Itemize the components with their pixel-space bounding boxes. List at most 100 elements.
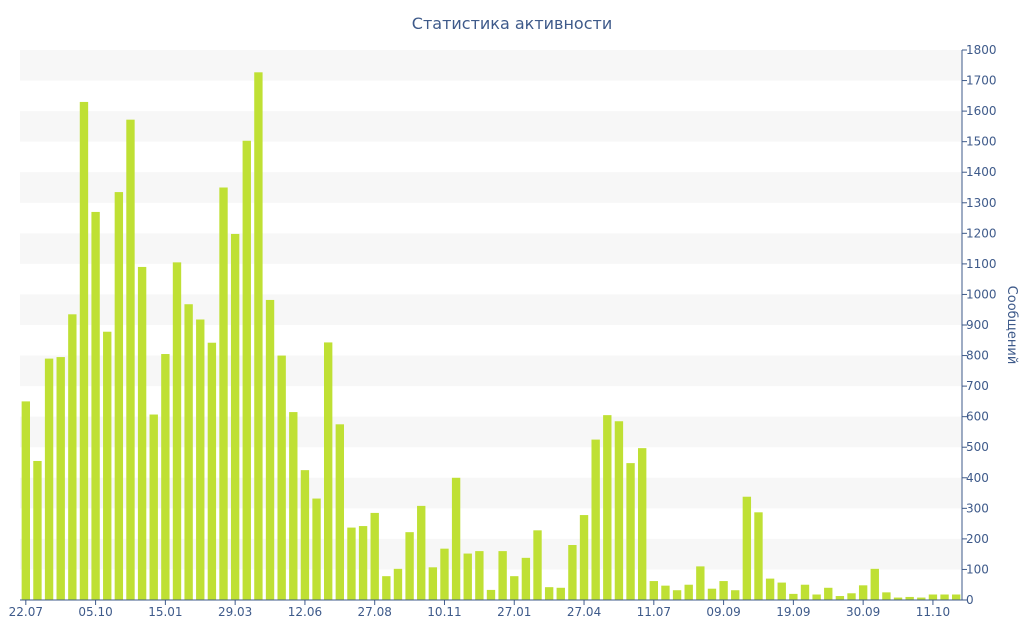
- bar: [137, 266, 147, 600]
- x-tick-labels: 22.07 05.10 15.01 29.03 12.06 27.08 10.11 27.01…: [9, 600, 950, 619]
- y-tick-label: 1300: [966, 196, 997, 210]
- bar: [858, 585, 868, 600]
- bar: [475, 551, 484, 600]
- bar: [265, 299, 275, 600]
- bar: [149, 414, 158, 600]
- x-tick-label: 05.10: [78, 605, 112, 619]
- bar: [544, 587, 554, 600]
- y-tick-label: 400: [966, 471, 989, 485]
- bar: [754, 512, 763, 600]
- y-tick-label: 1400: [966, 165, 997, 179]
- x-tick-label: 27.01: [497, 605, 531, 619]
- bar: [428, 567, 438, 600]
- y-tick-label: 1200: [966, 226, 997, 240]
- bar: [79, 101, 89, 600]
- bar: [917, 597, 926, 600]
- bar: [161, 354, 170, 600]
- y-tick-label: 700: [966, 379, 989, 393]
- bar: [905, 596, 914, 600]
- y-tick-label: 900: [966, 318, 989, 332]
- bar: [289, 412, 298, 600]
- bar: [696, 566, 705, 600]
- bar: [579, 515, 589, 600]
- bar: [824, 587, 833, 600]
- bar: [440, 548, 449, 600]
- bar: [626, 463, 635, 600]
- x-tick-label: 27.08: [358, 605, 392, 619]
- bar: [510, 576, 519, 600]
- bar: [940, 594, 949, 600]
- bar: [230, 233, 240, 600]
- bar: [68, 314, 77, 600]
- x-tick-label: 22.07: [9, 605, 43, 619]
- bar: [312, 498, 321, 600]
- bar: [812, 594, 821, 600]
- x-tick-label: 29.03: [218, 605, 252, 619]
- x-tick-label: 11.07: [637, 605, 671, 619]
- x-tick-label: 10.11: [427, 605, 461, 619]
- bar: [324, 342, 333, 600]
- x-tick-label: 15.01: [148, 605, 182, 619]
- bar: [277, 355, 286, 600]
- bar: [893, 597, 903, 600]
- bar: [451, 477, 461, 600]
- y-tick-label: 1000: [966, 287, 997, 301]
- y-tick-label: 0: [966, 593, 974, 607]
- bar: [672, 590, 682, 600]
- grid-band: [20, 172, 962, 203]
- bar: [882, 592, 891, 600]
- y-tick-label: 100: [966, 562, 989, 576]
- bar: [603, 415, 612, 600]
- bar: [335, 424, 344, 600]
- bar: [952, 594, 961, 600]
- bar: [638, 448, 647, 600]
- y-tick-label: 1100: [966, 257, 997, 271]
- bar: [928, 594, 938, 600]
- bar: [300, 470, 310, 600]
- x-tick-label: 09.09: [706, 605, 740, 619]
- bar: [382, 576, 391, 600]
- bar: [556, 587, 565, 600]
- bar: [370, 512, 379, 600]
- y-tick-labels: 0 100 200 300 400 500 600 700 800 900 1000 1100 1200…: [962, 43, 997, 607]
- y-tick-label: 1600: [966, 104, 997, 118]
- x-tick-label: 30.09: [846, 605, 880, 619]
- chart-title: Статистика активности: [411, 14, 613, 33]
- y-tick-label: 200: [966, 532, 989, 546]
- bar: [777, 582, 786, 600]
- bar: [614, 421, 624, 600]
- bar: [800, 584, 810, 600]
- y-tick-label: 500: [966, 440, 989, 454]
- bar: [21, 401, 30, 600]
- bar: [33, 460, 42, 600]
- bar: [56, 357, 65, 600]
- x-tick-label: 11.10: [916, 605, 950, 619]
- bar: [742, 496, 752, 600]
- bar: [719, 581, 728, 600]
- bar: [870, 568, 879, 600]
- bar: [533, 530, 542, 600]
- bar: [44, 358, 54, 600]
- bar: [789, 593, 798, 600]
- y-tick-label: 1800: [966, 43, 997, 57]
- grid-band: [20, 50, 962, 81]
- grid-band: [20, 111, 962, 142]
- bar: [498, 551, 507, 600]
- x-tick-label: 12.06: [288, 605, 322, 619]
- bar: [405, 532, 414, 600]
- bar: [103, 331, 112, 600]
- bar: [591, 439, 600, 600]
- bar: [417, 505, 426, 600]
- bar: [649, 581, 658, 600]
- bar: [765, 578, 775, 600]
- y-tick-label: 800: [966, 349, 989, 363]
- bar: [521, 557, 531, 600]
- bar: [847, 593, 856, 600]
- bar: [196, 319, 205, 600]
- y-tick-label: 300: [966, 501, 989, 515]
- bar: [347, 527, 356, 600]
- bar: [242, 140, 251, 600]
- bar: [358, 526, 368, 600]
- bar: [114, 192, 124, 600]
